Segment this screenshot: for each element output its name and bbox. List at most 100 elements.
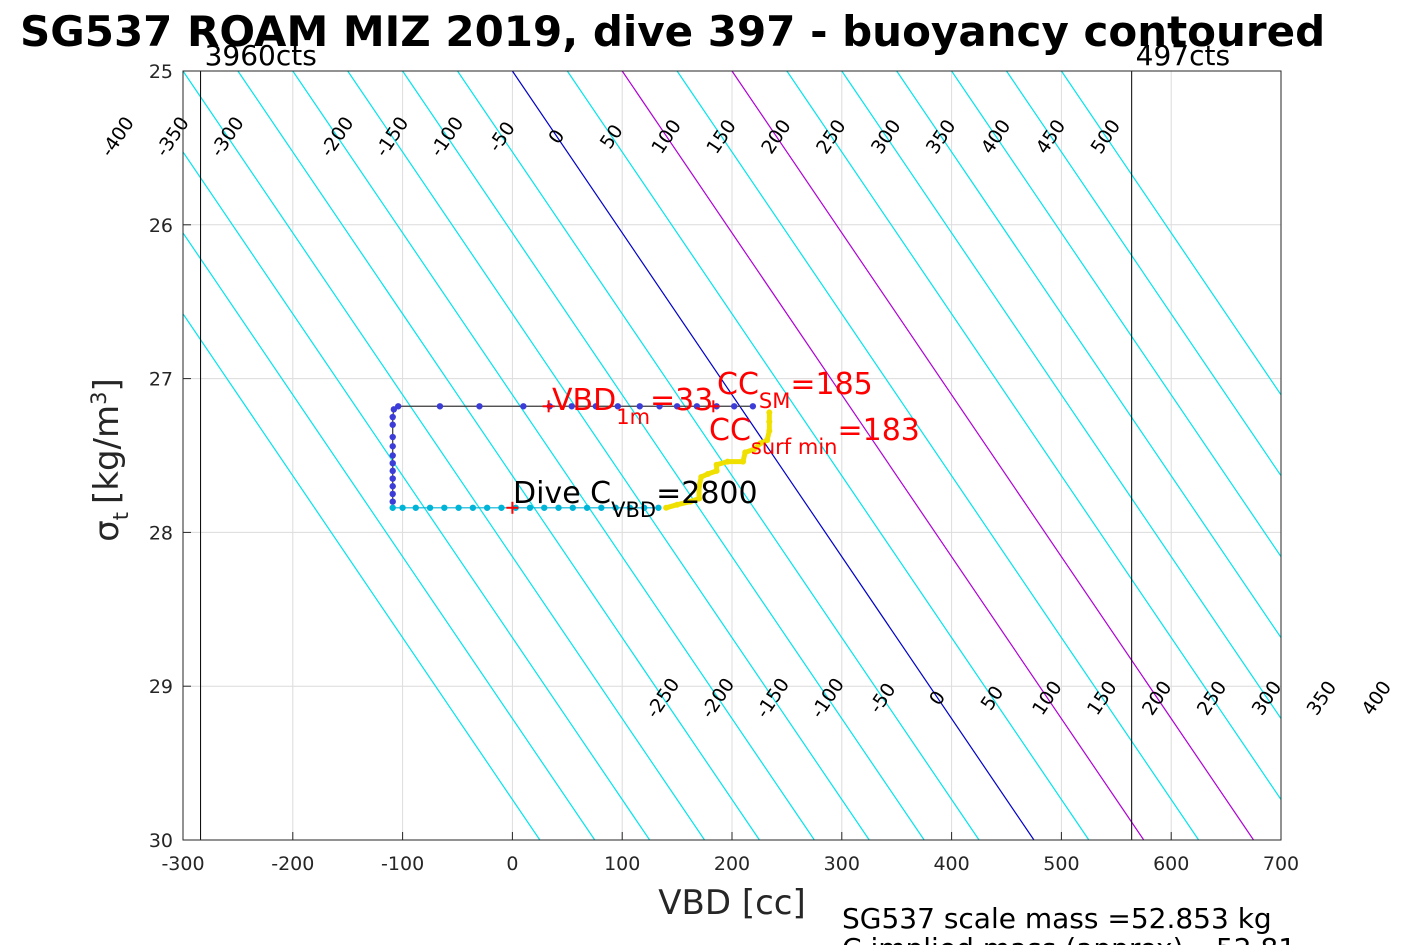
contour-line bbox=[896, 71, 1281, 639]
contour-line bbox=[183, 71, 706, 840]
descent-point bbox=[390, 406, 398, 413]
contour-lines bbox=[183, 71, 1281, 840]
descent-point bbox=[389, 433, 396, 441]
limit-lines: 3960cts 497cts bbox=[200, 39, 1230, 840]
ascent-point bbox=[739, 458, 746, 465]
annotation-cc-surf-min: CCsurf min=183 bbox=[709, 413, 920, 459]
x-tick-label: 700 bbox=[1263, 853, 1299, 875]
y-tick-label: 30 bbox=[149, 830, 173, 852]
contour-line bbox=[841, 71, 1281, 720]
x-tick-label: 0 bbox=[506, 853, 518, 875]
ascent-point bbox=[742, 449, 749, 456]
x-tick-label: -100 bbox=[381, 853, 424, 875]
annotation-cc-sm-sub: SM bbox=[759, 389, 790, 413]
ascent-point bbox=[663, 504, 670, 511]
contour-label: 450 bbox=[1412, 677, 1417, 719]
limit-line-label: 497cts bbox=[1136, 39, 1230, 72]
y-axis-ticks: 25 26 27 28 29 30 bbox=[149, 61, 191, 852]
x-tick-label: -300 bbox=[161, 853, 204, 875]
descent-point bbox=[389, 413, 396, 421]
descent-point bbox=[389, 483, 396, 490]
bottom-point bbox=[655, 504, 662, 511]
descent-point bbox=[389, 498, 396, 505]
y-axis-label-close: ] bbox=[87, 378, 127, 391]
descent-point bbox=[749, 403, 757, 410]
contour-line bbox=[621, 71, 1145, 840]
descent-point bbox=[520, 403, 527, 410]
ascent-point bbox=[764, 437, 771, 444]
ascent-point bbox=[696, 483, 703, 490]
contour-line bbox=[511, 71, 1035, 840]
x-tick-label: 200 bbox=[714, 853, 750, 875]
descent-point bbox=[568, 403, 575, 410]
contour-line bbox=[183, 150, 651, 840]
bottom-point bbox=[469, 504, 477, 511]
bottom-point bbox=[569, 504, 576, 511]
annotation-vbd-1m-base: VBD bbox=[552, 383, 616, 418]
descent-point bbox=[389, 467, 396, 475]
ascent-point bbox=[766, 418, 773, 425]
x-tick-label: 600 bbox=[1153, 853, 1189, 875]
bottom-point bbox=[483, 504, 491, 511]
annotation-cc-surf-min-sub: surf min bbox=[751, 435, 838, 459]
contour-label: 400 bbox=[1357, 677, 1396, 719]
bottom-point bbox=[555, 504, 562, 511]
bottom-point bbox=[640, 504, 648, 511]
contour-line bbox=[951, 71, 1281, 558]
bottom-point bbox=[399, 504, 406, 511]
contour-line bbox=[292, 71, 815, 840]
y-tick-label: 28 bbox=[149, 522, 173, 544]
descent-point bbox=[389, 452, 396, 459]
footer-implied-mass: C implied mass (approx) =52.81 bbox=[842, 932, 1296, 945]
contour-label: -400 bbox=[96, 113, 138, 161]
ascent-point bbox=[698, 474, 705, 481]
annotation-dive-c-vbd: Dive CVBD=2800 bbox=[513, 476, 758, 522]
bottom-point bbox=[612, 504, 619, 511]
contour-line bbox=[566, 71, 1090, 840]
x-axis-ticks: -300 -200 -100 0 100 200 300 400 500 600 700 bbox=[161, 832, 1299, 875]
y-axis-label-sub: t bbox=[109, 512, 133, 520]
contour-label: 350 bbox=[1303, 677, 1342, 719]
descent-point bbox=[389, 475, 396, 482]
annotation-vbd-1m-value: =33 bbox=[650, 383, 713, 418]
ascent-point bbox=[704, 470, 711, 477]
contour-line bbox=[786, 71, 1281, 801]
y-axis-label-unit: [kg/m bbox=[87, 405, 127, 504]
descent-point bbox=[614, 403, 622, 410]
ascent-point bbox=[757, 440, 764, 447]
annotation-vbd-1m: VBD1m=33 bbox=[552, 383, 713, 429]
x-tick-label: 400 bbox=[933, 853, 969, 875]
descent-point bbox=[476, 403, 483, 410]
footer-scale-mass: SG537 scale mass =52.853 kg bbox=[842, 902, 1272, 935]
annotation-dive-c-vbd-value: =2800 bbox=[656, 476, 757, 511]
contour-line bbox=[457, 71, 980, 840]
x-axis-label: VBD [cc] bbox=[658, 883, 806, 923]
y-tick-label: 27 bbox=[149, 369, 173, 391]
bottom-point bbox=[598, 504, 605, 511]
contour-line bbox=[1060, 71, 1281, 396]
descent-point bbox=[636, 403, 643, 410]
descent-point bbox=[592, 403, 600, 410]
bottom-point bbox=[426, 504, 434, 511]
descent-point bbox=[730, 403, 738, 410]
bottom-point bbox=[526, 504, 534, 511]
ascent-point bbox=[724, 458, 731, 465]
y-tick-label: 29 bbox=[149, 676, 173, 698]
ascent-point bbox=[696, 495, 703, 502]
bottom-point bbox=[626, 504, 634, 511]
contour-line bbox=[402, 71, 925, 840]
annotation-cc-surf-min-base: CC bbox=[709, 413, 751, 448]
annotation-vbd-1m-sub: 1m bbox=[616, 405, 650, 429]
ascent-point bbox=[687, 498, 694, 505]
contour-line bbox=[347, 71, 870, 840]
descent-point bbox=[389, 443, 396, 450]
y-tick-label: 25 bbox=[149, 61, 173, 83]
contour-line bbox=[676, 71, 1200, 840]
contour-line bbox=[731, 71, 1255, 840]
bottom-point bbox=[389, 504, 396, 511]
descent-point bbox=[673, 403, 681, 410]
x-tick-label: -200 bbox=[271, 853, 314, 875]
annotation-cc-sm: CCSM=185 bbox=[717, 367, 873, 413]
descent-point bbox=[656, 403, 663, 410]
bottom-point bbox=[412, 504, 419, 511]
